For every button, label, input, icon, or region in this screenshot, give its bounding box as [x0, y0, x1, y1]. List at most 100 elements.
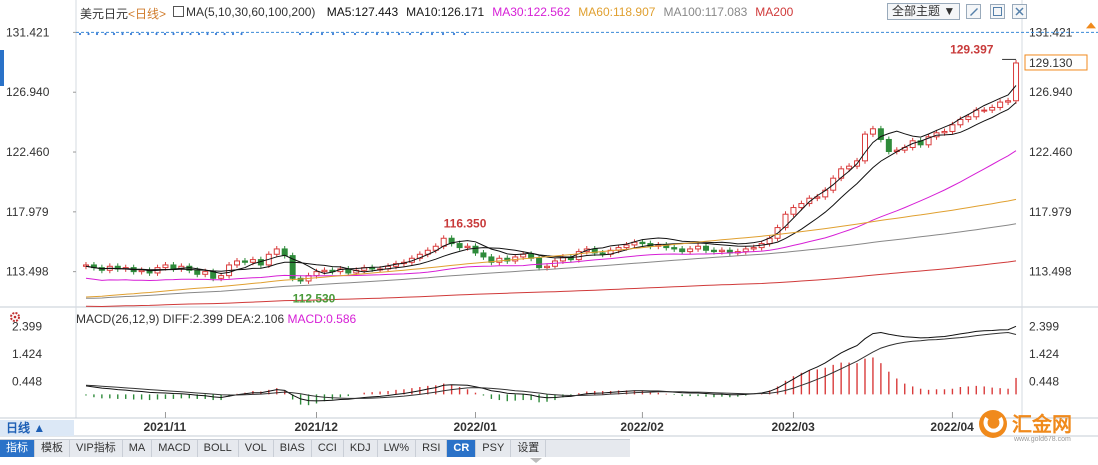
price-tick-label: 122.460	[6, 145, 50, 159]
signal-dot	[206, 32, 209, 36]
ma-line	[85, 85, 1017, 275]
restore-icon[interactable]	[990, 4, 1005, 19]
tab-item[interactable]: RSI	[416, 440, 448, 457]
signal-dot	[223, 32, 226, 36]
candle-body	[806, 197, 813, 205]
macd-tick-label: 1.424	[12, 347, 42, 361]
signal-dot	[452, 32, 456, 36]
tab-item[interactable]: KDJ	[344, 440, 378, 457]
ma-legend: MA(5,10,30,60,100,200) MA5:127.443 MA10:1…	[173, 5, 793, 19]
price-tick-label: 131.421	[1029, 25, 1073, 39]
signal-dot	[375, 32, 379, 36]
tab-item[interactable]: BIAS	[274, 440, 312, 457]
candle-body	[194, 269, 201, 275]
close-icon[interactable]	[1012, 4, 1027, 19]
candle-body	[949, 124, 956, 132]
ma-value: MA100:117.083	[663, 5, 748, 19]
price-annotation: 116.350	[444, 217, 487, 231]
ma-line	[85, 223, 1017, 299]
candle-body	[1013, 62, 1020, 102]
ma-value: MA200	[755, 5, 794, 19]
candle-body	[671, 247, 678, 250]
tab-item[interactable]: VOL	[239, 440, 274, 457]
signal-dot	[214, 32, 218, 36]
signal-dot	[298, 32, 302, 36]
candle-body	[249, 259, 256, 263]
tab-item[interactable]: 设置	[511, 440, 547, 457]
current-price-box	[1024, 54, 1088, 71]
candle-body	[599, 252, 606, 255]
signal-dot	[419, 32, 423, 36]
ma-toggle-icon[interactable]	[173, 6, 184, 17]
tab-item[interactable]: 指标	[0, 440, 35, 457]
candle-body	[520, 253, 527, 258]
candle-body	[241, 260, 248, 263]
candle-body	[639, 241, 646, 245]
ma-value: MA60:118.907	[578, 5, 656, 19]
candle-body	[1005, 100, 1012, 103]
candle-body	[989, 106, 996, 111]
chevron-down-icon: ▼	[943, 4, 956, 18]
indicator-tabs: 指标 模板 VIP指标 MA MACD BOLL VOL BIAS CCI KDJ LW% RSI CR…	[0, 439, 630, 457]
candle-body	[170, 264, 177, 270]
ma-line	[85, 150, 1017, 282]
current-price-label: 129.130	[1029, 56, 1073, 70]
candle-body	[488, 256, 495, 263]
candle-body	[544, 265, 551, 269]
signal-dot	[320, 32, 324, 36]
ma-line	[85, 102, 1017, 273]
macd-legend: MACD(26,12,9) DIFF:2.399 DEA:2.106 MACD:…	[76, 312, 356, 326]
macd-dea: DEA:2.106	[226, 312, 285, 326]
candle-body	[869, 128, 876, 135]
price-tick-label: 117.979	[6, 205, 49, 219]
watermark-url: www.gold678.com	[1013, 436, 1071, 443]
tab-item[interactable]: MA	[123, 440, 153, 457]
symbol-name: 美元日元	[80, 7, 129, 21]
signal-dot	[95, 32, 99, 36]
settings-gear-icon[interactable]	[8, 310, 22, 324]
candle-body	[218, 275, 225, 279]
candle-body	[981, 109, 988, 112]
candle-body	[750, 247, 757, 250]
candle-body	[703, 245, 710, 251]
tab-item[interactable]: CR	[447, 440, 477, 457]
signal-dot	[172, 32, 175, 36]
candle-body	[782, 213, 789, 229]
candle-body	[965, 116, 972, 120]
signal-dot	[331, 32, 335, 36]
theme-select[interactable]: 全部主题 ▼	[887, 3, 961, 20]
price-tick-label: 126.940	[1029, 85, 1073, 99]
edit-icon[interactable]	[966, 4, 981, 19]
tab-item[interactable]: 模板	[35, 440, 70, 457]
tab-item[interactable]: CCI	[312, 440, 344, 457]
candle-body	[742, 248, 749, 253]
tab-item[interactable]: VIP指标	[70, 440, 123, 457]
chevron-down-icon	[530, 458, 542, 463]
tab-item[interactable]: MACD	[152, 440, 198, 457]
candle-body	[679, 248, 686, 253]
tab-item[interactable]: BOLL	[198, 440, 239, 457]
x-tick-label: 2022/02	[620, 420, 664, 434]
signal-dot	[408, 32, 412, 36]
candle-body	[718, 249, 725, 253]
watermark-logo: 汇金网 www.gold678.com	[976, 405, 1091, 443]
period-label: <日线>	[128, 7, 167, 21]
macd-tick-label: 0.448	[1029, 375, 1059, 389]
candle-body	[456, 243, 463, 249]
period-button[interactable]: 日线 ▲	[0, 420, 74, 436]
candle-body	[925, 136, 932, 146]
candle-body	[941, 130, 948, 134]
candle-body	[138, 269, 145, 273]
tab-item[interactable]: LW%	[378, 440, 417, 457]
macd-value: MACD:0.586	[287, 312, 357, 326]
tab-item[interactable]: PSY	[476, 440, 512, 457]
x-tick-label: 2022/03	[771, 420, 815, 434]
signal-dot	[353, 32, 357, 36]
signal-dot	[78, 32, 82, 36]
macd-diff: DIFF:2.399	[162, 312, 223, 326]
signal-dot	[189, 32, 192, 36]
candle-body	[798, 203, 805, 209]
candle-body	[432, 245, 439, 251]
candle-body	[997, 101, 1004, 108]
